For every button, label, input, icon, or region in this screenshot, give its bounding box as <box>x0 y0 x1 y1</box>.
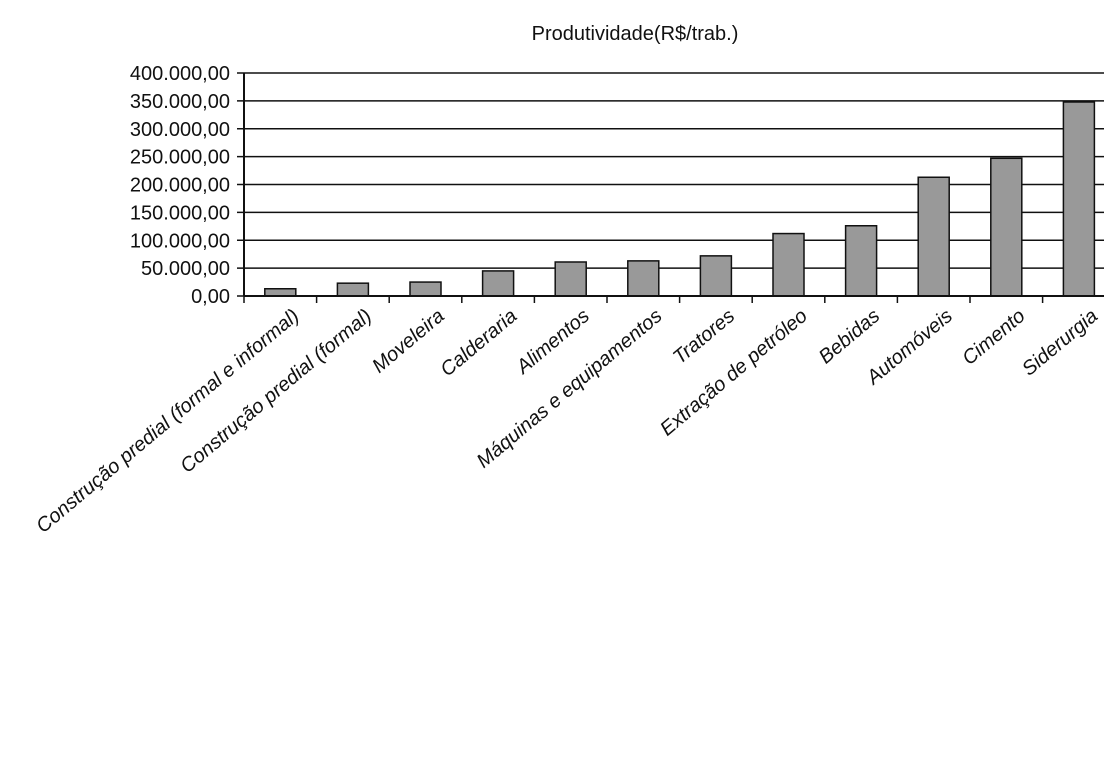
bar <box>699 255 733 297</box>
bar <box>336 282 370 297</box>
y-tick-label: 0,00 <box>191 286 230 308</box>
y-tick-label: 400.000,00 <box>130 63 230 85</box>
x-tick-label: Bebidas <box>815 305 885 368</box>
y-tick-label: 250.000,00 <box>130 147 230 169</box>
x-tick-label: Calderaria <box>436 305 521 381</box>
bar <box>264 288 297 297</box>
bar <box>772 232 805 297</box>
bar <box>990 157 1023 297</box>
y-tick-label: 350.000,00 <box>130 91 230 113</box>
bar <box>627 260 660 297</box>
x-tick-label: Moveleira <box>368 305 449 378</box>
bars <box>264 101 1096 297</box>
bar <box>409 281 442 297</box>
y-tick-label: 200.000,00 <box>130 175 230 197</box>
x-tick-label: Construção predial (formal e informal) <box>32 305 303 538</box>
x-tick-label: Cimento <box>958 305 1029 370</box>
bar <box>554 261 587 297</box>
y-tick-label: 300.000,00 <box>130 119 230 141</box>
bar <box>844 225 878 297</box>
y-tick-labels: 0,00 50.000,00 100.000,00 150.000,00 200.000… <box>130 63 230 308</box>
y-tick-label: 150.000,00 <box>130 202 230 224</box>
x-tick-label: Siderurgia <box>1018 305 1102 380</box>
bar <box>481 270 515 297</box>
x-tick-labels: Construção predial (formal e informal)Co… <box>32 305 1102 538</box>
bar <box>917 176 950 297</box>
y-tick-label: 100.000,00 <box>130 230 230 252</box>
gridlines <box>244 72 1104 269</box>
chart-title: Produtividade(R$/trab.) <box>532 23 739 45</box>
axes <box>237 72 1104 303</box>
x-tick-label: Tratores <box>669 305 739 369</box>
y-tick-label: 50.000,00 <box>141 258 230 280</box>
bar <box>1062 101 1096 297</box>
